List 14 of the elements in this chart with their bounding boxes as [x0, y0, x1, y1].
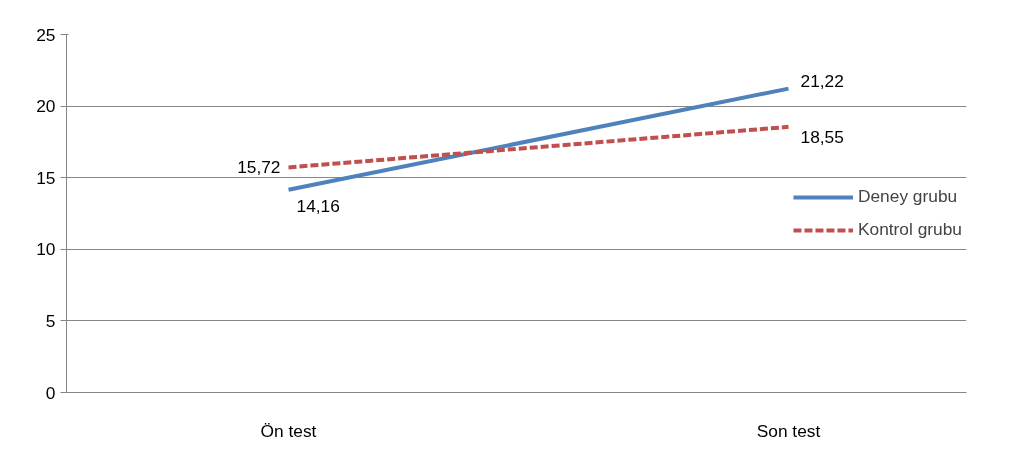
x-tick-label: Ön test: [260, 420, 317, 441]
y-tick-label: 15: [36, 167, 56, 188]
data-label: 15,72: [237, 157, 281, 178]
y-tick-label: 0: [45, 382, 56, 403]
y-tick-label: 5: [45, 310, 56, 331]
legend-label: Deney grubu: [857, 186, 958, 207]
legend-label: Kontrol grubu: [857, 219, 962, 240]
y-tick-label: 25: [36, 24, 56, 45]
y-tick-label: 20: [36, 96, 56, 117]
data-label: 18,55: [800, 126, 844, 147]
x-tick-label: Son test: [756, 420, 821, 441]
data-label: 14,16: [296, 195, 340, 216]
y-tick-label: 10: [36, 239, 56, 260]
data-label: 21,22: [800, 70, 844, 91]
